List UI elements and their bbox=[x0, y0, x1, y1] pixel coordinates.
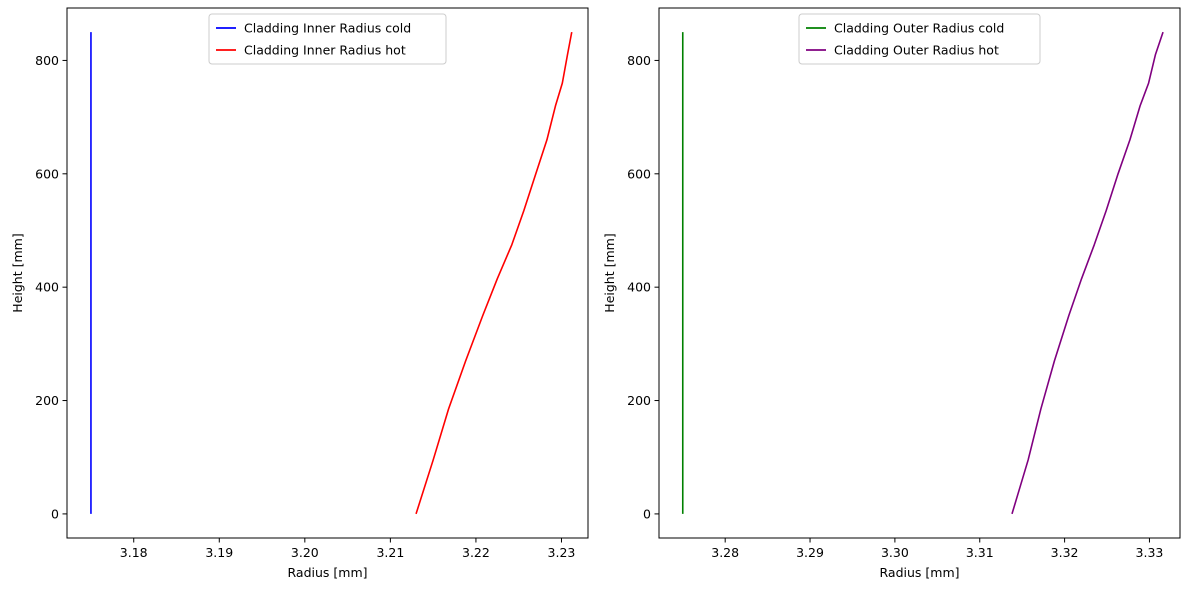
y-tick-label: 800 bbox=[35, 53, 59, 68]
y-tick-label: 400 bbox=[627, 280, 651, 295]
x-axis-label: Radius [mm] bbox=[288, 565, 368, 580]
x-tick-label: 3.32 bbox=[1051, 545, 1079, 560]
x-tick-label: 3.20 bbox=[291, 545, 319, 560]
x-tick-label: 3.31 bbox=[966, 545, 994, 560]
y-axis-label: Height [mm] bbox=[602, 233, 617, 312]
series-line-2 bbox=[1011, 31, 1164, 515]
x-tick-label: 3.18 bbox=[120, 545, 148, 560]
x-tick-label: 3.22 bbox=[462, 545, 490, 560]
x-tick-label: 3.19 bbox=[205, 545, 233, 560]
y-tick-label: 400 bbox=[35, 280, 59, 295]
x-tick-label: 3.21 bbox=[376, 545, 404, 560]
axes-frame bbox=[66, 7, 589, 539]
legend-label: Cladding Inner Radius cold bbox=[244, 21, 411, 36]
legend: Cladding Outer Radius cold Cladding Outer… bbox=[798, 13, 1041, 65]
series-line-2 bbox=[415, 31, 573, 515]
chart-1: 3.18 3.19 3.20 3.21 3.22 3.23 0 200 400 600 800 Rad… bbox=[10, 7, 589, 580]
x-tick-label: 3.23 bbox=[548, 545, 576, 560]
legend-label: Cladding Inner Radius hot bbox=[244, 43, 406, 58]
x-tick-label: 3.29 bbox=[796, 545, 824, 560]
chart-2: 3.28 3.29 3.30 3.31 3.32 3.33 0 200 400 600 800 Rad… bbox=[602, 7, 1181, 580]
y-tick-label: 800 bbox=[627, 53, 651, 68]
legend-frame bbox=[208, 13, 447, 65]
legend: Cladding Inner Radius cold Cladding Inner… bbox=[208, 13, 447, 65]
legend-label: Cladding Outer Radius hot bbox=[834, 43, 999, 58]
x-tick-label: 3.28 bbox=[711, 545, 739, 560]
y-tick-label: 200 bbox=[627, 393, 651, 408]
y-tick-label: 0 bbox=[51, 506, 59, 521]
legend-label: Cladding Outer Radius cold bbox=[834, 21, 1004, 36]
axes-frame bbox=[658, 7, 1181, 539]
x-tick-label: 3.33 bbox=[1136, 545, 1164, 560]
y-tick-label: 600 bbox=[35, 166, 59, 181]
y-tick-label: 200 bbox=[35, 393, 59, 408]
y-axis-label: Height [mm] bbox=[10, 233, 25, 312]
y-tick-label: 600 bbox=[627, 166, 651, 181]
y-tick-label: 0 bbox=[643, 506, 651, 521]
x-axis-label: Radius [mm] bbox=[880, 565, 960, 580]
x-tick-label: 3.30 bbox=[881, 545, 909, 560]
legend-frame bbox=[798, 13, 1041, 65]
